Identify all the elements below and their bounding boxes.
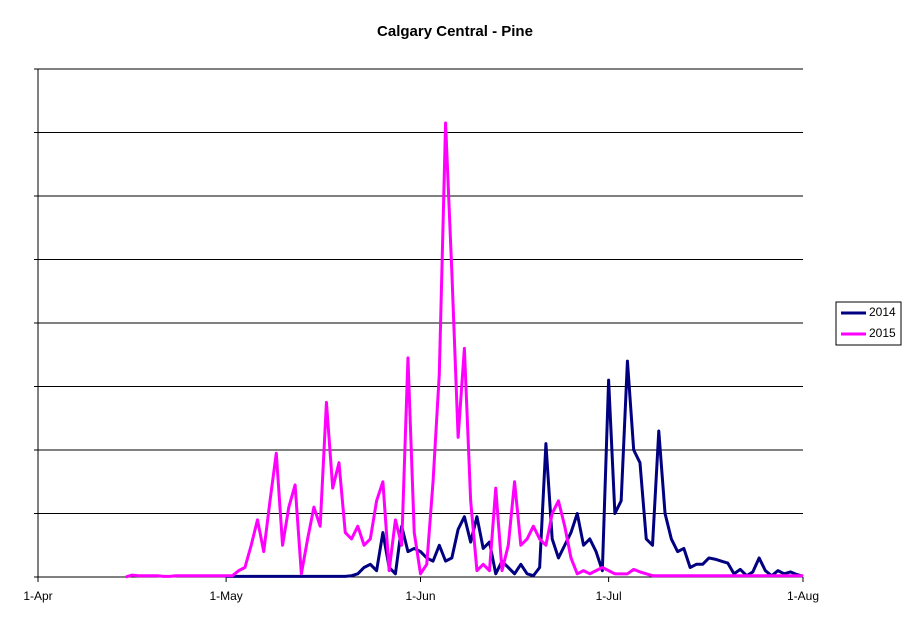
legend-label: 2015 [869, 326, 896, 340]
x-tick-label: 1-Apr [23, 589, 52, 603]
chart-title: Calgary Central - Pine [377, 23, 533, 40]
x-tick-label: 1-Jul [596, 589, 622, 603]
legend-box [835, 301, 902, 346]
x-tick-label: 1-Jun [405, 589, 435, 603]
series-line [125, 121, 803, 579]
x-tick-label: 1-Aug [787, 589, 819, 603]
x-tick-label: 1-May [209, 589, 242, 603]
series-line [226, 359, 804, 578]
legend-label: 2014 [869, 305, 896, 319]
